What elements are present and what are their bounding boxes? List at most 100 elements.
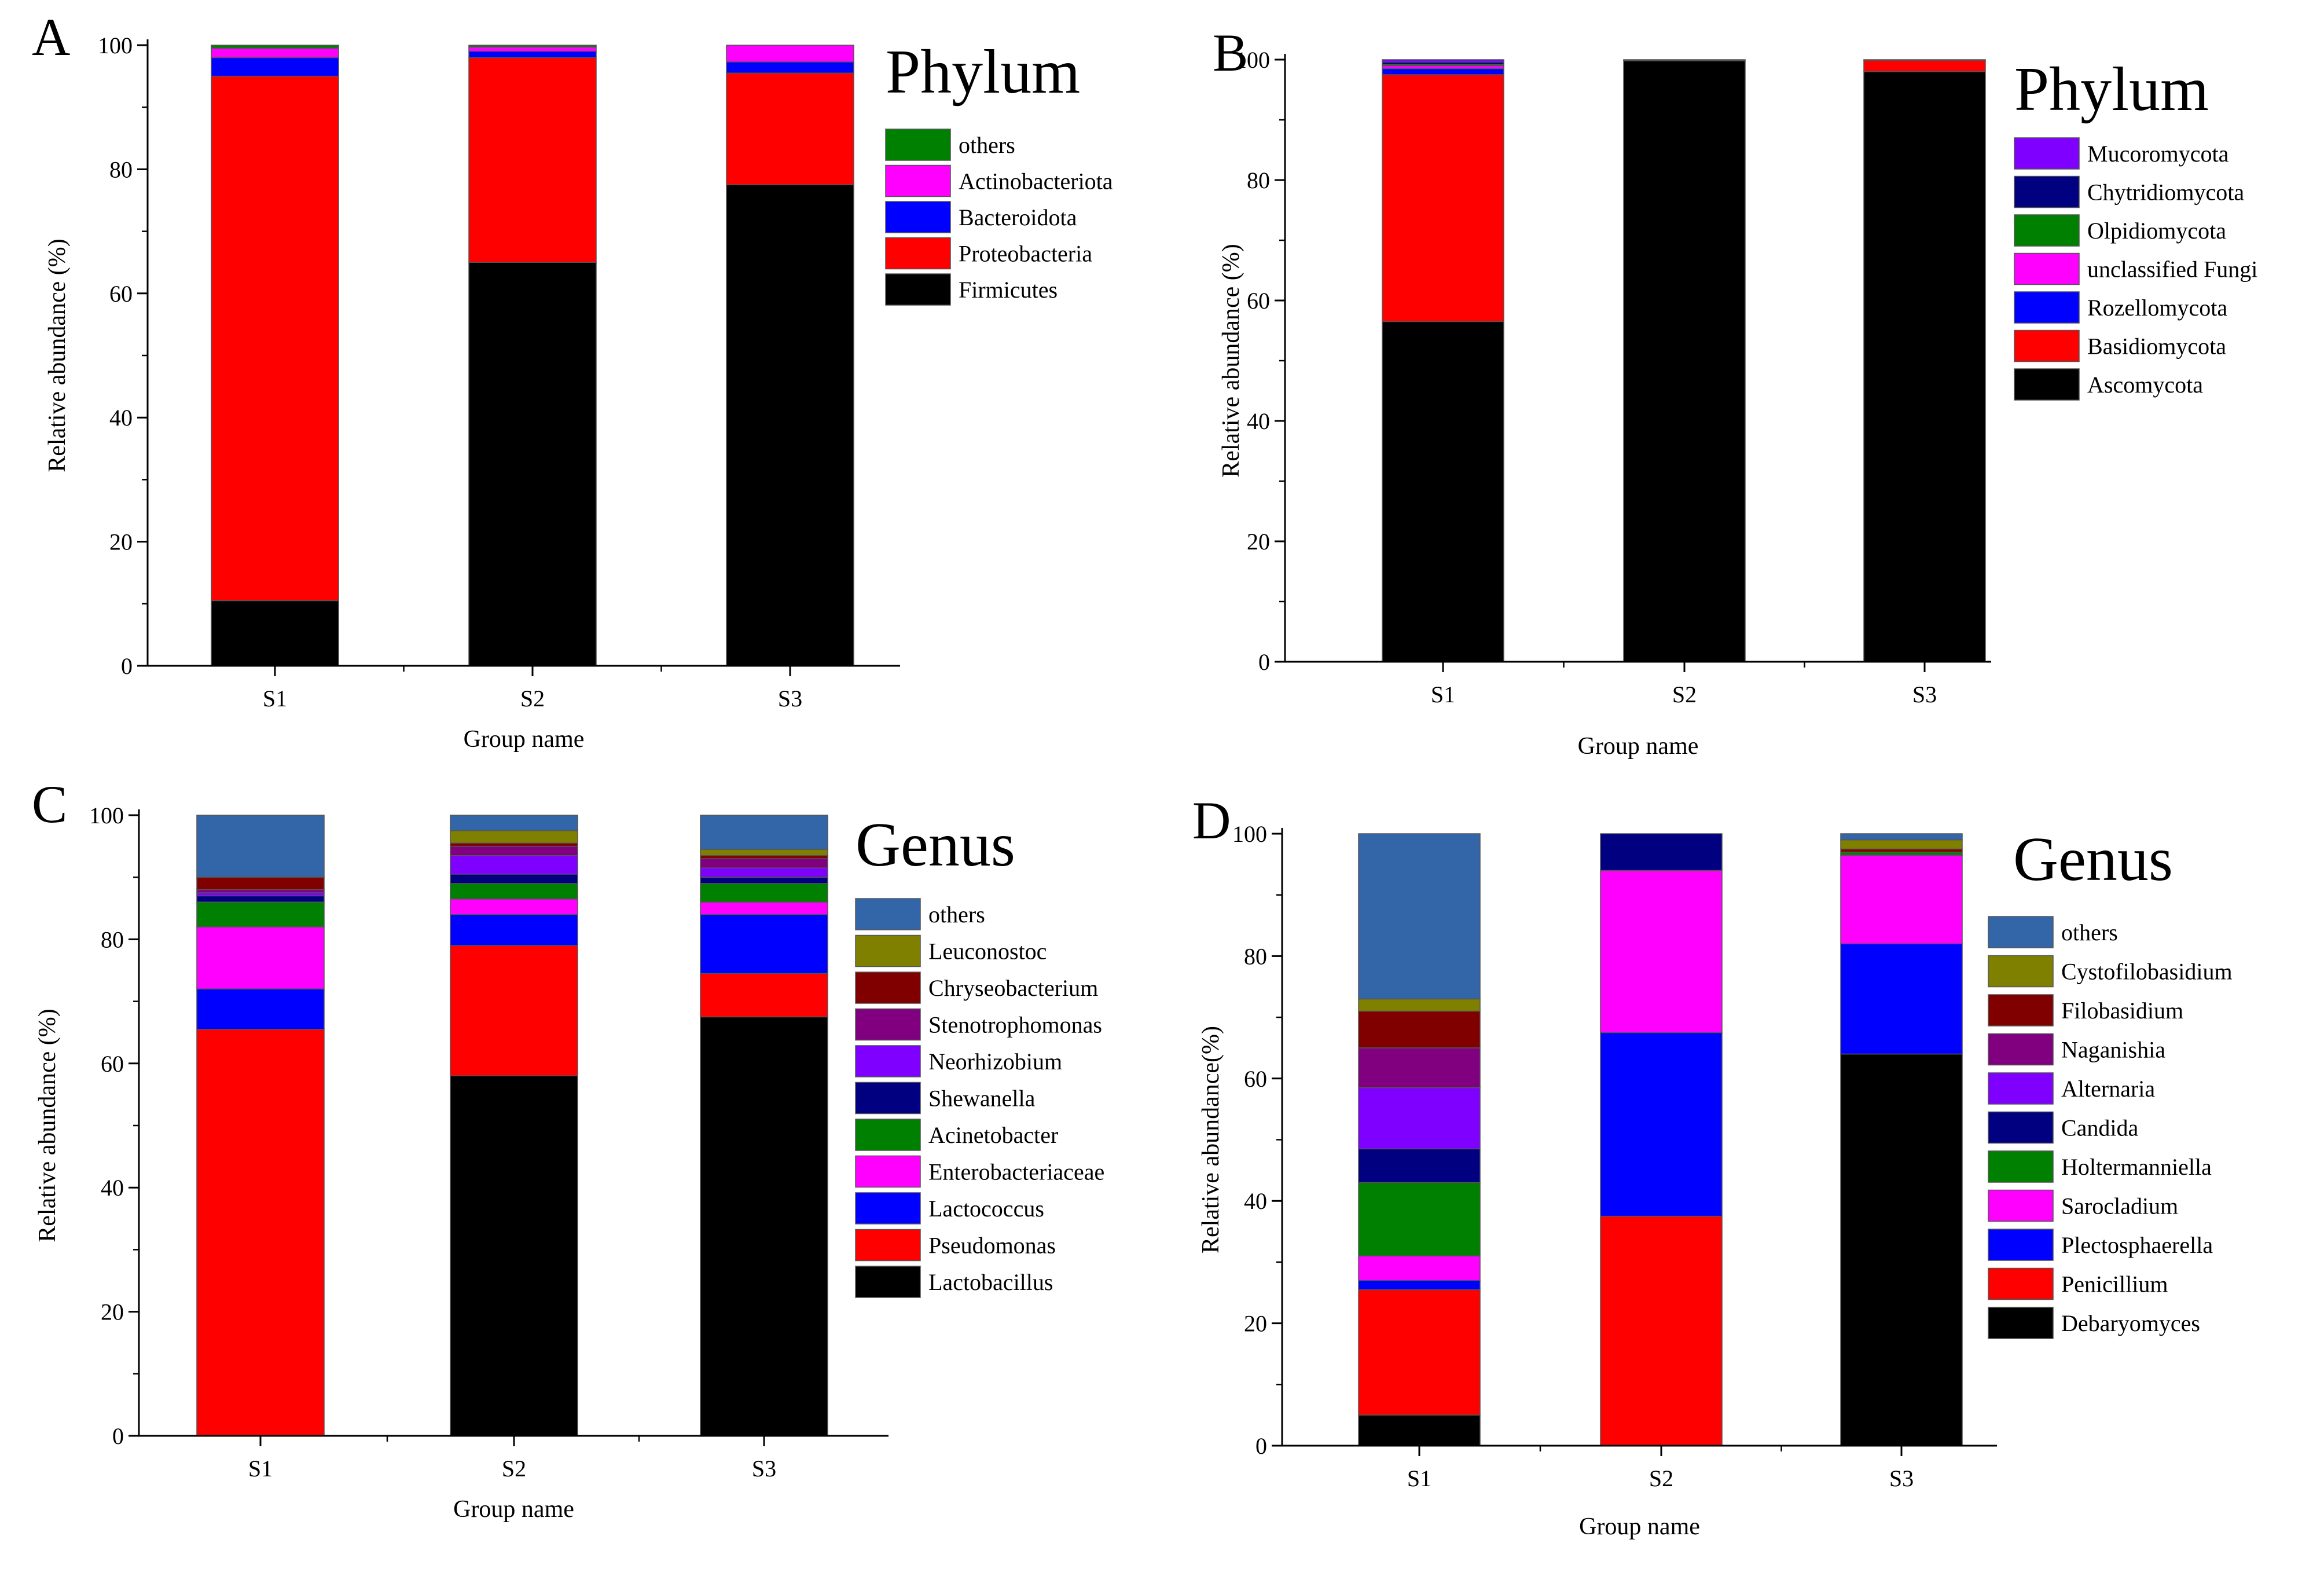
- legend-swatch: [855, 1155, 921, 1188]
- legend-title: Phylum: [886, 38, 1080, 107]
- legend-label: Chryseobacterium: [928, 975, 1098, 1001]
- bar-segment-stenotrophomonas-s2: [450, 845, 578, 856]
- bar-segment-firmicutes-s3: [726, 184, 854, 666]
- legend-swatch: [855, 1229, 921, 1262]
- x-tick-label: S3: [752, 1456, 776, 1482]
- y-tick-label: 60: [1244, 1066, 1267, 1092]
- bar-segment-lactobacillus-s2: [450, 1075, 578, 1436]
- bar-segment-sarocladium-s1: [1358, 1255, 1481, 1281]
- bar-segment-filobasidium-s1: [1358, 1010, 1481, 1049]
- legend-swatch: [1988, 1307, 2054, 1339]
- legend-label: Pseudomonas: [928, 1233, 1056, 1259]
- x-tick-label: S2: [520, 685, 545, 712]
- y-tick-label: 80: [101, 926, 124, 952]
- y-tick-label: 100: [1232, 821, 1267, 847]
- bar-segment-unclassified-fungi-s1: [1382, 65, 1504, 69]
- y-tick-label: 100: [1235, 47, 1270, 73]
- chart-panel-b: B 0 20 40 60 80 100 S1 S2 S3 Group name Relative ab…: [1213, 23, 2257, 760]
- y-tick-label: 80: [109, 156, 133, 182]
- bar-segment-firmicutes-s1: [211, 600, 339, 666]
- bar-segment-ascomycota-s1: [1382, 321, 1504, 662]
- legend-label: Lactobacillus: [928, 1269, 1053, 1295]
- legend-label: Alternaria: [2061, 1076, 2155, 1102]
- bar-segment-others-s1: [196, 815, 325, 878]
- legend-swatch: [1988, 1111, 2054, 1144]
- bar-segment-plectosphaerella-s1: [1358, 1280, 1481, 1291]
- legend-swatch: [885, 273, 951, 306]
- legend-label: Plectosphaerella: [2061, 1232, 2213, 1258]
- legend-swatch: [1988, 1189, 2054, 1222]
- bar-segment-others-s2: [450, 815, 578, 831]
- legend-label: others: [928, 901, 985, 928]
- legend-swatch: [885, 129, 951, 161]
- bar-segment-acinetobacter-s1: [196, 901, 325, 928]
- bar-segment-enterobacteriaceae-s3: [700, 901, 828, 915]
- legend: others Cystofilobasidium Filobasidium Nagan…: [1988, 916, 2233, 1339]
- legend-swatch: [1988, 1150, 2054, 1183]
- bar-segment-neorhizobium-s1: [196, 892, 325, 897]
- legend-swatch: [2014, 214, 2080, 247]
- legend-swatch: [2014, 137, 2080, 170]
- legend-label: Stenotrophomonas: [928, 1012, 1102, 1038]
- y-tick-label: 80: [1247, 167, 1270, 193]
- bar-segment-alternaria-s1: [1358, 1087, 1481, 1150]
- y-tick-label: 40: [109, 405, 133, 431]
- bar-segment-mucoromycota-s1: [1382, 59, 1504, 63]
- y-axis-title: Relative abundance (%): [34, 1009, 61, 1242]
- legend-label: Holtermanniella: [2061, 1154, 2212, 1180]
- chart-panel-c: C 0 20 40 60 80 100 S1 S2 S3 Group name Relative ab…: [32, 775, 1104, 1523]
- bar-segment-pseudomonas-s2: [450, 945, 578, 1076]
- bar-segment-basidiomycota-s1: [1382, 74, 1504, 322]
- bar-segment-leuconostoc-s3: [700, 849, 828, 856]
- legend-label: Filobasidium: [2061, 998, 2183, 1024]
- legend-label: Basidiomycota: [2087, 333, 2226, 360]
- legend-title: Genus: [856, 811, 1015, 879]
- y-tick-label: 60: [1247, 288, 1270, 314]
- bar-segment-plectosphaerella-s2: [1600, 1032, 1723, 1217]
- legend-swatch: [885, 164, 951, 197]
- bar-segment-debaryomyces-s1: [1358, 1414, 1481, 1446]
- y-tick-label: 0: [112, 1423, 124, 1449]
- bar-segment-sarocladium-s2: [1600, 870, 1723, 1033]
- panel-letter: A: [32, 8, 70, 67]
- x-tick-label: S2: [502, 1456, 526, 1482]
- legend-swatch: [1988, 1267, 2054, 1300]
- y-tick-label: 0: [121, 653, 133, 679]
- x-axis-title: Group name: [464, 726, 585, 753]
- legend-swatch: [855, 1045, 921, 1077]
- legend-label: Acinetobacter: [928, 1122, 1058, 1148]
- bar-segment-plectosphaerella-s3: [1840, 943, 1963, 1055]
- legend: others Leuconostoc Chryseobacterium Stenotr…: [855, 898, 1104, 1298]
- legend-title: Genus: [2013, 825, 2173, 894]
- y-axis-title: Relative abundance(%): [1198, 1026, 1224, 1253]
- bar-segment-pseudomonas-s1: [196, 1029, 325, 1436]
- bar-segment-proteobacteria-s2: [468, 57, 597, 263]
- bar-segment-stenotrophomonas-s3: [700, 858, 828, 868]
- bar-segment-lactococcus-s1: [196, 988, 325, 1030]
- legend-swatch: [1988, 994, 2054, 1027]
- y-tick-label: 80: [1244, 943, 1267, 969]
- legend-swatch: [855, 1008, 921, 1041]
- x-tick-label: S3: [1889, 1465, 1914, 1491]
- y-tick-label: 60: [109, 281, 133, 307]
- legend-swatch: [2014, 368, 2080, 401]
- legend-label: Proteobacteria: [959, 241, 1092, 267]
- legend-label: Olpidiomycota: [2087, 218, 2226, 244]
- bar-segment-candida-s2: [1600, 833, 1723, 871]
- bar-segment-basidiomycota-s3: [1863, 60, 1986, 72]
- legend-swatch: [855, 898, 921, 930]
- legend-swatch: [2014, 252, 2080, 285]
- x-tick-label: S2: [1649, 1465, 1673, 1491]
- y-tick-label: 100: [89, 802, 124, 829]
- bar-segment-neorhizobium-s3: [700, 867, 828, 878]
- legend-label: Chytridiomycota: [2087, 179, 2244, 206]
- y-tick-label: 20: [109, 529, 133, 555]
- legend-title: Phylum: [2014, 55, 2209, 124]
- legend-swatch: [1988, 955, 2054, 988]
- legend-label: Enterobacteriaceae: [928, 1159, 1104, 1185]
- bar-segment-holtermanniella-s3: [1840, 851, 1963, 856]
- legend-swatch: [855, 1119, 921, 1151]
- x-tick-label: S1: [248, 1456, 273, 1482]
- legend-label: Naganishia: [2061, 1037, 2165, 1063]
